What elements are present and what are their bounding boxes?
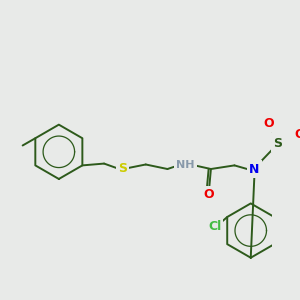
Text: S: S [118,162,127,175]
Text: O: O [263,117,274,130]
Text: N: N [249,163,260,176]
Text: S: S [273,137,282,150]
Text: O: O [294,128,300,141]
Text: NH: NH [176,160,195,170]
Text: Cl: Cl [208,220,221,232]
Text: O: O [203,188,214,201]
